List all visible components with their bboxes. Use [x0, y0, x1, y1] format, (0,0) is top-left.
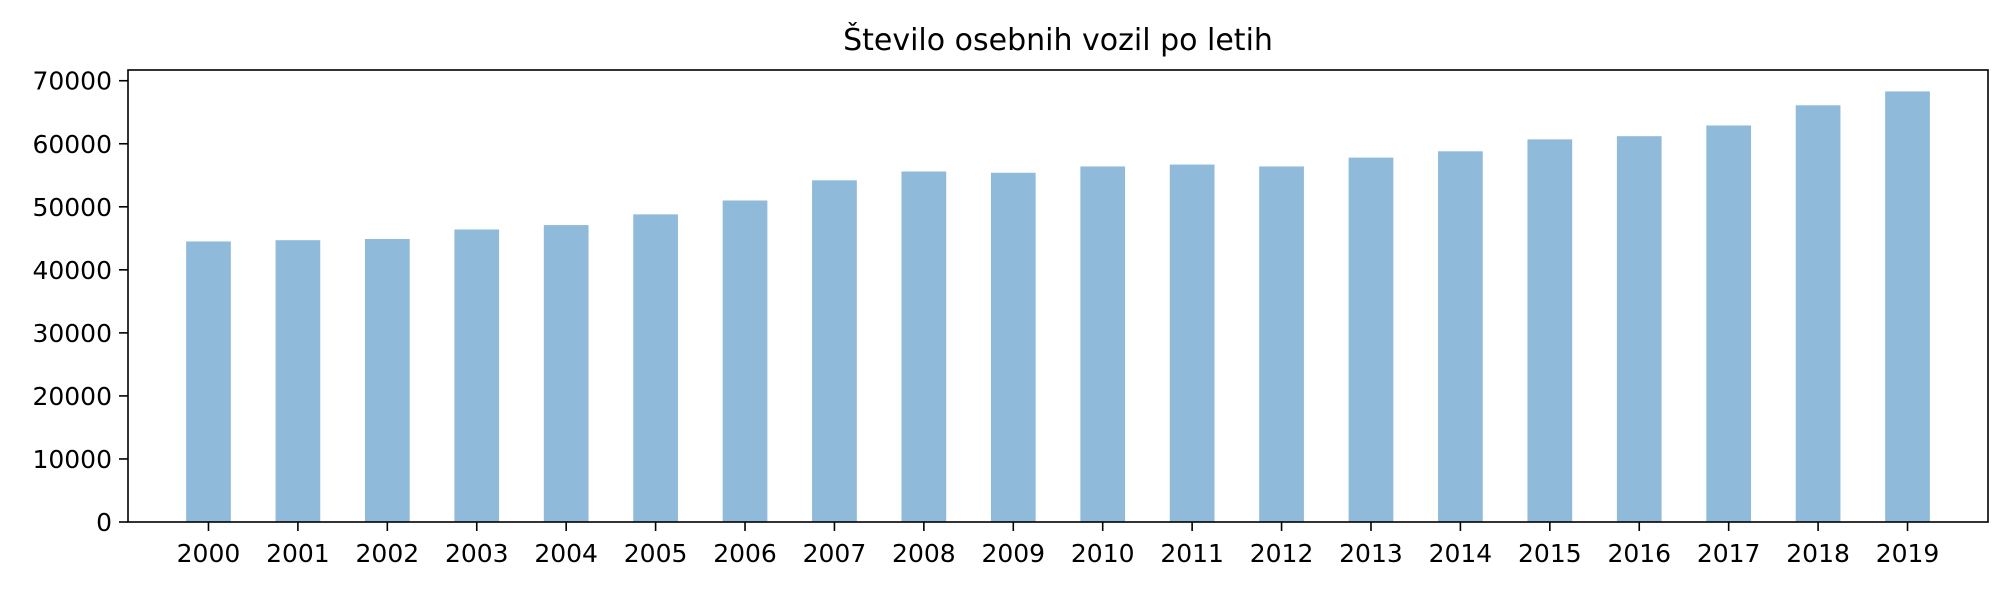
bar-2018: [1795, 105, 1841, 523]
x-tick-label-2019: 2019: [1876, 539, 1940, 568]
bar-2006: [722, 200, 768, 523]
plot-frame: [127, 69, 1989, 523]
y-axis: 0 10000 20000 30000 40000 50000 60000 70000: [32, 67, 128, 537]
chart-title: Število osebnih vozil po letih: [843, 21, 1273, 58]
y-tick-label-30000: 30000: [32, 319, 112, 348]
bar-2011: [1169, 164, 1215, 522]
y-tick-label-0: 0: [96, 508, 112, 537]
x-tick-label-2011: 2011: [1160, 539, 1224, 568]
x-axis: 2000 2001 2002 2003 2004 2005 2006 2007 2008 2009…: [177, 522, 1940, 568]
x-tick-label-2012: 2012: [1250, 539, 1314, 568]
y-tick-label-10000: 10000: [32, 445, 112, 474]
bar-2002: [364, 238, 410, 522]
bar-2008: [901, 171, 947, 522]
bar-2010: [1080, 166, 1126, 522]
x-tick-label-2013: 2013: [1339, 539, 1403, 568]
x-tick-label-2009: 2009: [981, 539, 1045, 568]
bar-2014: [1438, 151, 1483, 522]
x-tick-label-2014: 2014: [1429, 539, 1493, 568]
x-tick-label-2018: 2018: [1786, 539, 1850, 568]
x-tick-label-2016: 2016: [1607, 539, 1671, 568]
y-tick-label-50000: 50000: [32, 193, 112, 222]
bar-2001: [275, 240, 321, 522]
x-tick-label-2005: 2005: [624, 539, 688, 568]
bar-2007: [812, 180, 857, 522]
x-tick-label-2017: 2017: [1697, 539, 1761, 568]
x-tick-label-2001: 2001: [266, 539, 330, 568]
bar-2015: [1527, 139, 1573, 522]
bar-2005: [633, 214, 678, 523]
x-tick-label-2000: 2000: [177, 539, 241, 568]
bar-2009: [990, 172, 1036, 522]
bar-2000: [186, 241, 231, 522]
bars-layer: [186, 91, 1930, 523]
x-tick-label-2010: 2010: [1071, 539, 1135, 568]
x-tick-label-2008: 2008: [892, 539, 956, 568]
x-tick-label-2015: 2015: [1518, 539, 1582, 568]
x-tick-label-2003: 2003: [445, 539, 509, 568]
bar-2013: [1348, 157, 1394, 522]
y-tick-label-60000: 60000: [32, 130, 112, 159]
x-tick-label-2004: 2004: [534, 539, 598, 568]
y-tick-label-20000: 20000: [32, 382, 112, 411]
y-tick-label-40000: 40000: [32, 256, 112, 285]
y-tick-label-70000: 70000: [32, 67, 112, 96]
x-tick-label-2006: 2006: [713, 539, 777, 568]
bar-2016: [1616, 136, 1662, 522]
bar-2003: [454, 229, 500, 523]
bar-2017: [1706, 125, 1752, 522]
bar-2004: [543, 225, 589, 522]
x-tick-label-2007: 2007: [803, 539, 867, 568]
x-tick-label-2002: 2002: [356, 539, 420, 568]
bar-2019: [1885, 91, 1930, 523]
bar-2012: [1259, 166, 1304, 522]
